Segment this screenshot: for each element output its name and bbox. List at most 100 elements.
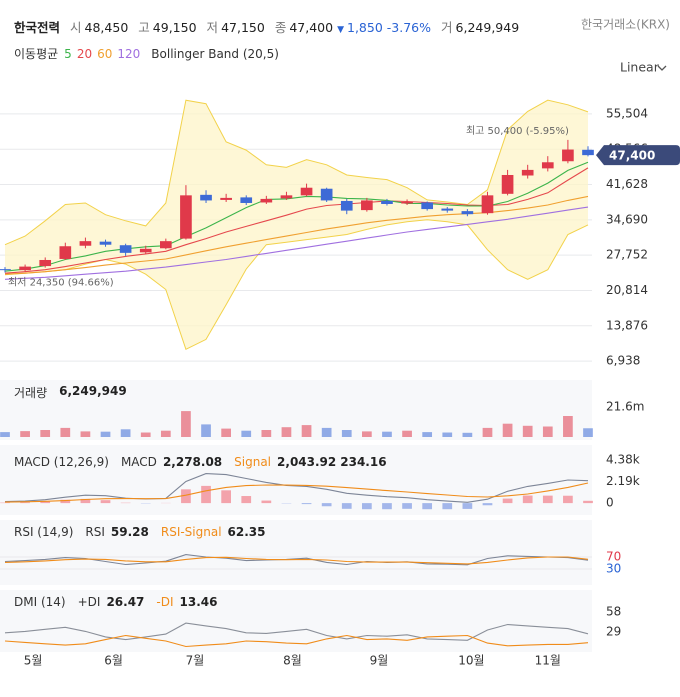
volume-bar: [563, 416, 573, 437]
volume-bar: [120, 429, 131, 437]
x-tick-label: 8월: [283, 654, 302, 668]
scale-label[interactable]: Linear: [620, 60, 660, 75]
candle-body: [280, 195, 293, 199]
histogram-bar: [301, 503, 312, 505]
histogram-bar: [80, 498, 91, 504]
histogram-bar: [60, 499, 71, 504]
chevron[interactable]: [657, 65, 667, 71]
candle-body: [19, 266, 31, 271]
histogram-bar: [563, 495, 573, 504]
series-value: 2,043.92: [277, 455, 337, 469]
candle-body: [461, 211, 474, 215]
histogram-bar: [462, 503, 473, 509]
volume-bar: [241, 430, 252, 437]
histogram-bar: [181, 489, 191, 504]
series-name: RSI-Signal: [160, 525, 222, 539]
volume-bar: [20, 431, 30, 437]
x-tick-label: 5월: [24, 654, 43, 668]
candle-body: [159, 241, 172, 249]
candle-body: [562, 149, 574, 162]
candle-body: [521, 169, 534, 176]
series-value: 59.28: [110, 525, 149, 539]
quote-label: 저: [206, 20, 219, 35]
volume-bar: [522, 425, 533, 437]
ma-line: [4, 206, 589, 280]
series-name: +DI: [77, 595, 101, 609]
quote-label: 고: [138, 20, 150, 35]
candle-body: [361, 200, 373, 211]
candle-body: [99, 241, 112, 245]
annotation: 최고 50,400 (-5.95%): [466, 125, 569, 137]
indicator-line: [4, 634, 589, 648]
volume-bar: [0, 432, 10, 437]
y-tick-label: 27,752: [606, 248, 648, 262]
y-tick-label: 21.6m: [606, 399, 644, 413]
legend-entry: 5: [64, 47, 72, 61]
y-tick-label: 13,876: [606, 318, 648, 332]
candle-body: [421, 202, 434, 210]
volume-bar: [301, 425, 312, 437]
histogram-bar: [201, 485, 211, 504]
candle-body: [340, 200, 353, 211]
legend-entry: 120: [117, 47, 141, 61]
legend-entry: 60: [97, 47, 113, 61]
volume-bar: [542, 426, 553, 437]
quote-value: 47,400: [289, 20, 334, 35]
indicator-line: [4, 473, 589, 503]
legend-entry: 20: [76, 47, 93, 61]
candle-body: [0, 269, 11, 271]
candle-body: [139, 248, 152, 253]
volume-bar: [341, 430, 352, 437]
indicator-line: [4, 482, 589, 503]
histogram-bar: [40, 501, 51, 504]
histogram-bar: [362, 503, 372, 510]
scale-select[interactable]: Linear: [620, 60, 667, 75]
quote-value: 48,450: [84, 20, 129, 35]
y-tick-label: 6,938: [606, 354, 640, 368]
volume-bar: [80, 431, 91, 437]
x-tick-label: 6월: [104, 654, 123, 668]
candle-body: [381, 200, 393, 204]
x-tick-label: 11월: [535, 654, 561, 668]
volume-bar: [583, 428, 593, 437]
volume-bar: [502, 423, 513, 437]
series-value: 2,278.08: [162, 455, 223, 469]
y-tick-label: 20,814: [606, 283, 648, 297]
volume-bar: [201, 424, 211, 437]
x-tick-label: 9월: [370, 654, 389, 668]
candle-body: [300, 187, 313, 196]
candle-body: [220, 197, 232, 200]
panel-header: 거래량 6,249,949: [14, 384, 133, 401]
volume-bar: [382, 431, 392, 437]
series-value: 62.35: [227, 525, 266, 539]
candle-body: [441, 208, 454, 211]
down-arrow: ▼: [337, 25, 344, 35]
stock-name: 한국전력: [14, 20, 61, 35]
histogram-bar: [583, 500, 593, 504]
y-tick-label: 70: [606, 550, 621, 564]
histogram-bar: [261, 500, 272, 504]
series-name: Signal: [234, 455, 272, 469]
indicator-line: [4, 556, 589, 565]
price-tag: [596, 145, 680, 166]
y-tick-label: 41,628: [606, 177, 648, 191]
panel-bg: [0, 445, 592, 515]
indicator-line: [4, 554, 589, 566]
change-pct: -3.76%: [386, 20, 432, 35]
change: 1,850: [347, 20, 383, 35]
volume-bar: [60, 427, 71, 437]
quote-label: 시: [70, 20, 82, 35]
indicator-line: [4, 622, 589, 641]
histogram-bar: [382, 503, 392, 510]
band-upper: [4, 99, 589, 246]
histogram-bar: [422, 503, 433, 510]
y-tick-label: 29: [606, 625, 621, 639]
panel-bg: [0, 590, 592, 652]
candle-body: [180, 195, 192, 239]
volume-bar: [422, 432, 433, 437]
series-value: 26.47: [106, 595, 145, 609]
x-tick-label: 10월: [458, 654, 484, 668]
histogram-bar: [502, 498, 513, 504]
series-value: 13.46: [179, 595, 218, 609]
y-tick-label: 55,504: [606, 106, 648, 120]
